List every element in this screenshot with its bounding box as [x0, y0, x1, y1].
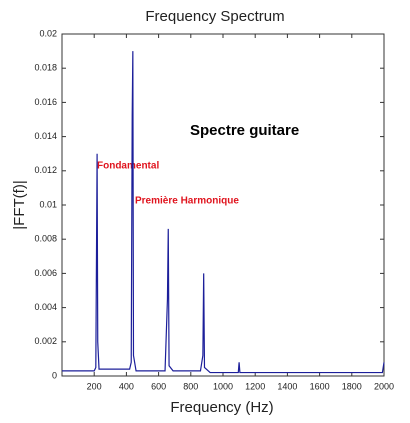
y-tick-label: 0.014	[34, 131, 57, 141]
y-tick-label: 0.002	[34, 336, 57, 346]
annotation: Première Harmonique	[135, 196, 239, 207]
y-tick-label: 0.018	[34, 63, 57, 73]
y-tick-label: 0.016	[34, 97, 57, 107]
x-axis-label: Frequency (Hz)	[170, 399, 273, 416]
x-tick-label: 800	[183, 381, 198, 391]
x-tick-label: 1800	[342, 381, 362, 391]
y-tick-label: 0.01	[39, 199, 57, 209]
x-tick-label: 1000	[213, 381, 233, 391]
annotation: Spectre guitare	[190, 122, 299, 139]
y-tick-label: 0.008	[34, 234, 57, 244]
y-tick-label: 0.004	[34, 302, 57, 312]
chart-title: Frequency Spectrum	[145, 8, 284, 25]
y-tick-label: 0.02	[39, 28, 57, 38]
annotation: Fondamental	[97, 161, 159, 172]
y-tick-label: 0.012	[34, 165, 57, 175]
x-tick-label: 200	[87, 381, 102, 391]
x-tick-label: 1200	[245, 381, 265, 391]
x-tick-label: 400	[119, 381, 134, 391]
x-tick-label: 600	[151, 381, 166, 391]
spectrum-line	[62, 51, 385, 374]
y-tick-label: 0	[52, 370, 57, 380]
y-tick-label: 0.006	[34, 268, 57, 278]
y-axis-label: |FFT(f)|	[11, 180, 28, 229]
x-tick-label: 1600	[310, 381, 330, 391]
x-tick-label: 1400	[277, 381, 297, 391]
x-tick-label: 2000	[374, 381, 394, 391]
